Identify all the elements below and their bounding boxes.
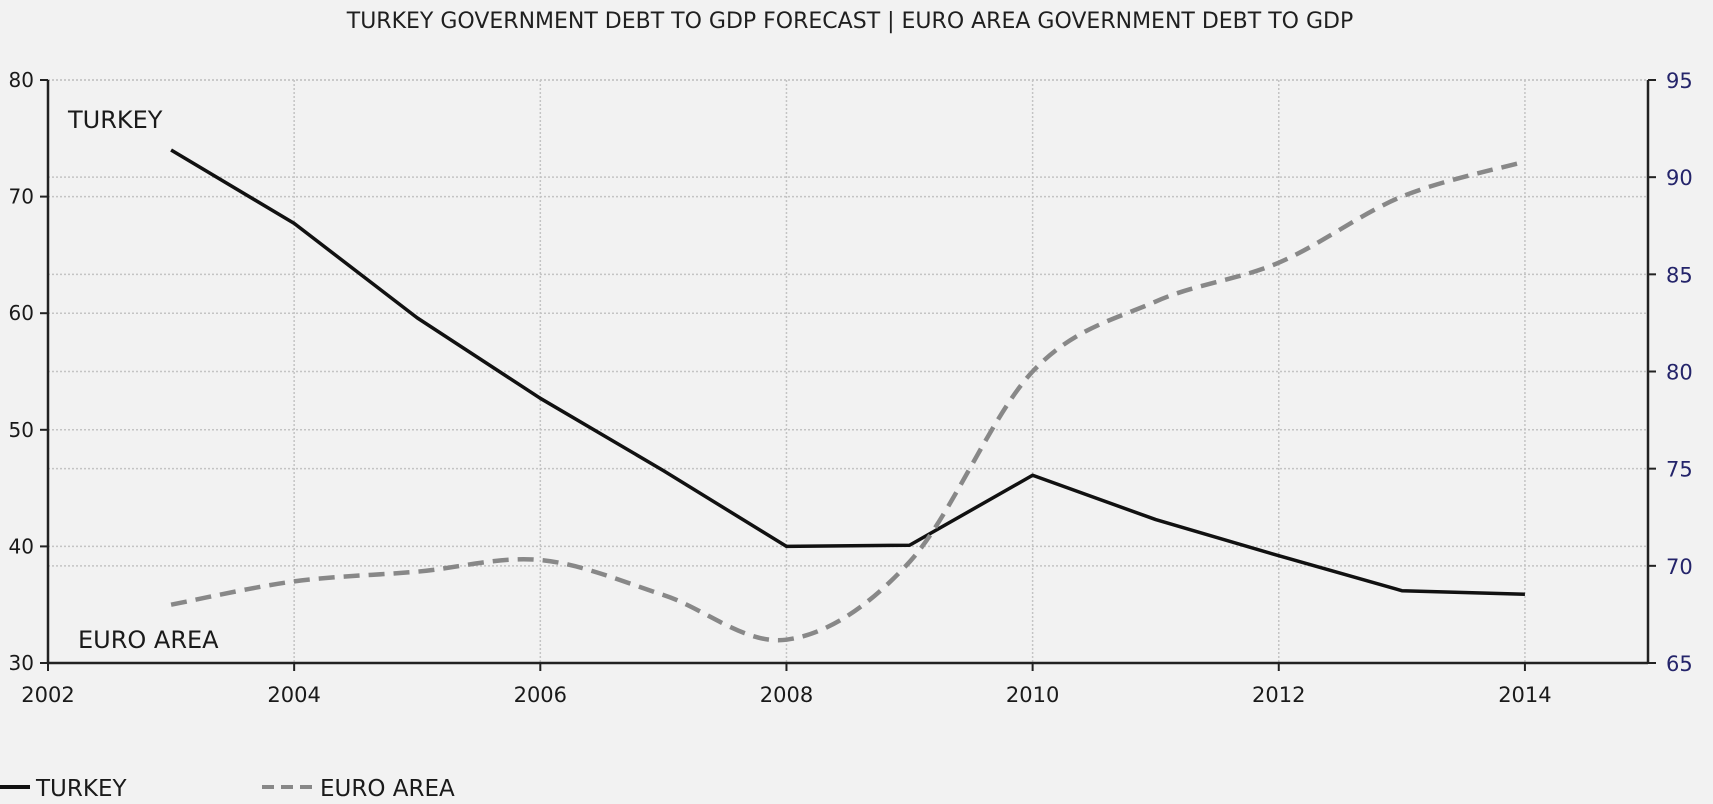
x-tick-label: 2002 bbox=[21, 683, 74, 707]
right-tick-label: 65 bbox=[1666, 652, 1693, 676]
chart-title: TURKEY GOVERNMENT DEBT TO GDP FORECAST |… bbox=[346, 9, 1353, 34]
right-tick-label: 90 bbox=[1666, 166, 1693, 190]
left-axis-ticks: 30 40 50 60 70 80 bbox=[9, 68, 48, 675]
x-tick-label: 2014 bbox=[1498, 683, 1551, 707]
legend-label-euro-area: EURO AREA bbox=[320, 776, 455, 802]
right-axis-ticks: 65 70 75 80 85 90 95 bbox=[1648, 69, 1693, 676]
right-tick-label: 85 bbox=[1666, 263, 1693, 287]
x-tick-label: 2012 bbox=[1252, 683, 1305, 707]
legend-label-turkey: TURKEY bbox=[35, 776, 127, 802]
legend: TURKEY EURO AREA bbox=[0, 776, 455, 802]
right-tick-label: 70 bbox=[1666, 555, 1693, 579]
left-tick-label: 60 bbox=[9, 301, 34, 325]
left-tick-label: 30 bbox=[9, 651, 34, 675]
annotation-turkey: TURKEY bbox=[67, 106, 163, 134]
x-tick-label: 2008 bbox=[760, 683, 813, 707]
annotation-euro-area: EURO AREA bbox=[78, 626, 219, 654]
right-tick-label: 75 bbox=[1666, 458, 1693, 482]
right-tick-label: 80 bbox=[1666, 361, 1693, 385]
x-tick-label: 2010 bbox=[1006, 683, 1059, 707]
x-tick-label: 2006 bbox=[514, 683, 567, 707]
left-tick-label: 50 bbox=[9, 418, 34, 442]
x-tick-label: 2004 bbox=[267, 683, 320, 707]
series-group bbox=[170, 148, 1526, 643]
left-tick-label: 80 bbox=[9, 68, 34, 92]
left-tick-label: 40 bbox=[9, 534, 34, 558]
series-line-turkey bbox=[170, 148, 1525, 596]
left-tick-label: 70 bbox=[9, 185, 34, 209]
right-tick-label: 95 bbox=[1666, 69, 1693, 93]
series-line-euro-area bbox=[170, 159, 1526, 643]
x-axis-ticks: 2002 2004 2006 2008 2010 2012 2014 bbox=[21, 663, 1552, 707]
